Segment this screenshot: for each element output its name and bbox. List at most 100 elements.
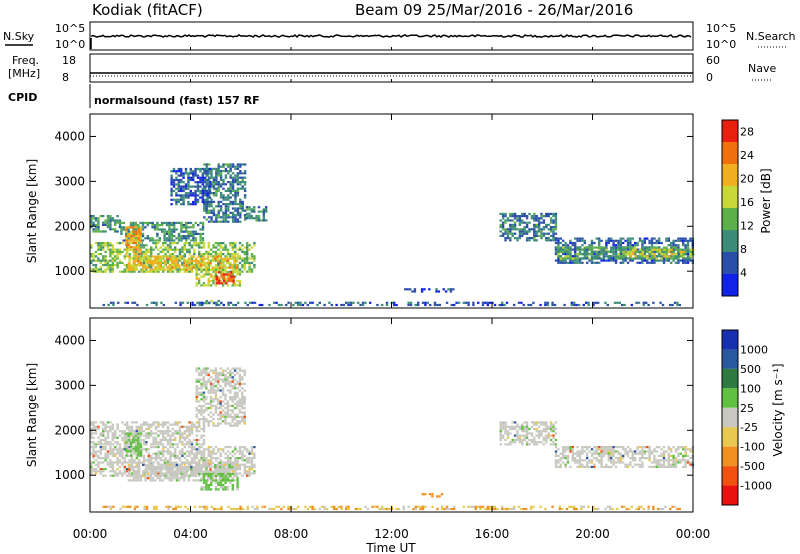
heatmap-cell [581,450,584,453]
heatmap-cell [137,452,140,455]
heatmap-cell [146,477,150,480]
heatmap-cell [590,465,594,468]
heatmap-cell [181,454,184,457]
heatmap-cell [180,230,183,233]
heatmap-cell [602,255,606,258]
heatmap-cell [163,228,166,231]
heatmap-cell [202,427,206,431]
heatmap-cell [166,448,170,451]
heatmap-cell [610,452,613,455]
heatmap-cell [513,303,516,307]
heatmap-cell [206,255,210,258]
heatmap-cell [626,257,630,260]
heatmap-cell [228,463,231,467]
heatmap-cell [316,303,319,307]
heatmap-cell [137,255,140,258]
heatmap-cell [187,230,190,233]
heatmap-cell [204,181,207,184]
heatmap-cell [147,432,150,435]
heatmap-cell [209,389,213,392]
heatmap-cell [104,427,107,431]
heatmap-cell [605,255,608,258]
heatmap-cell [614,446,618,449]
heatmap-cell [92,432,95,435]
heatmap-cell [472,303,475,307]
heatmap-cell [241,248,244,251]
heatmap-cell [679,259,682,262]
heatmap-cell [583,246,586,249]
heatmap-cell [225,273,228,276]
heatmap-cell [177,174,180,177]
heatmap-cell [222,216,225,219]
heatmap-cell [133,257,136,260]
heatmap-cell [102,434,105,437]
heatmap-cell [233,407,237,410]
heatmap-cell [610,257,613,260]
heatmap-cell [525,239,529,242]
heatmap-cell [217,299,220,303]
heatmap-cell [622,261,625,264]
heatmap-cell [90,465,93,468]
heatmap-cell [219,165,223,168]
heatmap-cell [547,425,550,428]
heatmap-cell [168,239,171,242]
heatmap-cell [229,475,232,478]
heatmap-cell [102,257,105,260]
heatmap-cell [173,262,176,265]
heatmap-cell [194,194,197,197]
heatmap-cell [162,434,165,437]
heatmap-cell [164,430,167,433]
heatmap-cell [210,203,213,206]
heatmap-cell [229,398,232,401]
heatmap-cell [142,474,145,478]
heatmap-cell [190,450,194,453]
heatmap-cell [607,452,610,455]
heatmap-cell [202,424,206,427]
heatmap-cell [212,387,215,390]
heatmap-cell [540,221,543,224]
heatmap-cell [667,237,670,240]
heatmap-cell [215,301,218,304]
heatmap-cell [180,255,183,258]
heatmap-cell [146,235,149,238]
heatmap-cell [123,441,126,444]
heatmap-cell [194,474,198,478]
heatmap-cell [598,241,601,245]
heatmap-cell [670,248,673,251]
heatmap-cell [201,221,205,224]
heatmap-cell [116,248,119,251]
heatmap-cell [106,436,110,439]
heatmap-cell [521,427,524,431]
heatmap-cell [156,474,159,478]
heatmap-cell [236,404,239,407]
heatmap-cell [145,303,149,307]
heatmap-cell [562,244,565,247]
heatmap-cell [634,250,637,254]
heatmap-cell [670,253,673,256]
heatmap-cell [520,301,523,304]
heatmap-cell [180,181,183,184]
heatmap-cell [227,207,230,210]
heatmap-cell [569,450,572,453]
heatmap-cell [154,425,158,428]
heatmap-cell [653,248,656,251]
heatmap-cell [210,205,213,208]
heatmap-cell [211,470,215,473]
heatmap-cell [250,468,254,471]
heatmap-cell [665,239,668,242]
heatmap-cell [574,250,577,253]
heatmap-cell [516,215,519,218]
heatmap-cell [175,192,178,195]
heatmap-cell [509,239,512,242]
heatmap-cell [214,479,218,482]
heatmap-cell [206,463,210,467]
heatmap-cell [499,443,502,446]
heatmap-cell [241,176,244,179]
heatmap-cell [229,189,232,192]
heatmap-cell [197,232,200,235]
heatmap-cell [141,226,145,229]
heatmap-cell [493,303,497,307]
heatmap-cell [228,266,231,269]
heatmap-cell [209,415,213,418]
heatmap-cell [562,448,565,451]
